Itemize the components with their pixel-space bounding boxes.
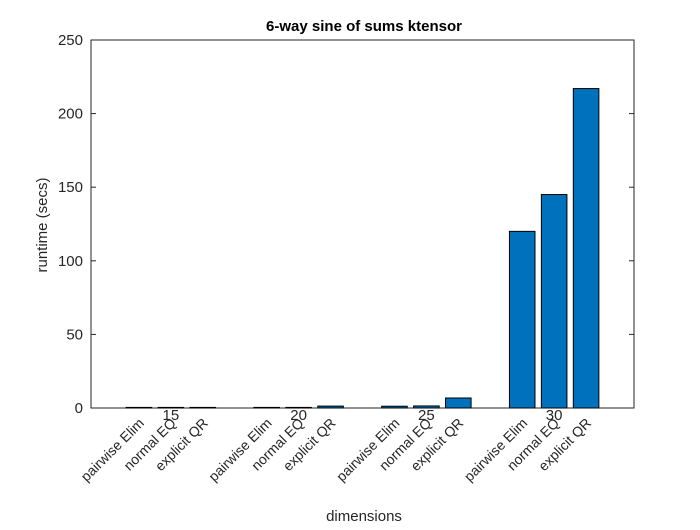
- y-tick-label: 0: [75, 400, 83, 417]
- bar: [445, 397, 472, 409]
- chart-title: 6-way sine of sums ktensor: [266, 18, 462, 35]
- bar: [381, 405, 408, 409]
- bar: [317, 405, 344, 409]
- bar: [540, 194, 568, 409]
- y-tick-label: 100: [58, 253, 83, 270]
- bar: [285, 406, 312, 409]
- bar: [508, 230, 536, 409]
- y-tick-label: 250: [58, 32, 83, 49]
- bar: [413, 405, 440, 409]
- bar: [572, 88, 600, 409]
- y-tick-label: 50: [66, 326, 83, 343]
- bar: [253, 406, 280, 409]
- bar: [189, 406, 217, 409]
- axes-box: [90, 39, 635, 409]
- group-label: 25: [418, 407, 435, 424]
- y-axis-label: runtime (secs): [34, 177, 51, 272]
- y-tick-label: 200: [58, 106, 83, 123]
- group-label: 15: [163, 407, 180, 424]
- group-label: 30: [546, 407, 563, 424]
- y-tick-label: 150: [58, 179, 83, 196]
- bar: [125, 406, 153, 409]
- group-label: 20: [290, 407, 307, 424]
- x-axis-label: dimensions: [326, 508, 402, 525]
- bar: [157, 406, 185, 409]
